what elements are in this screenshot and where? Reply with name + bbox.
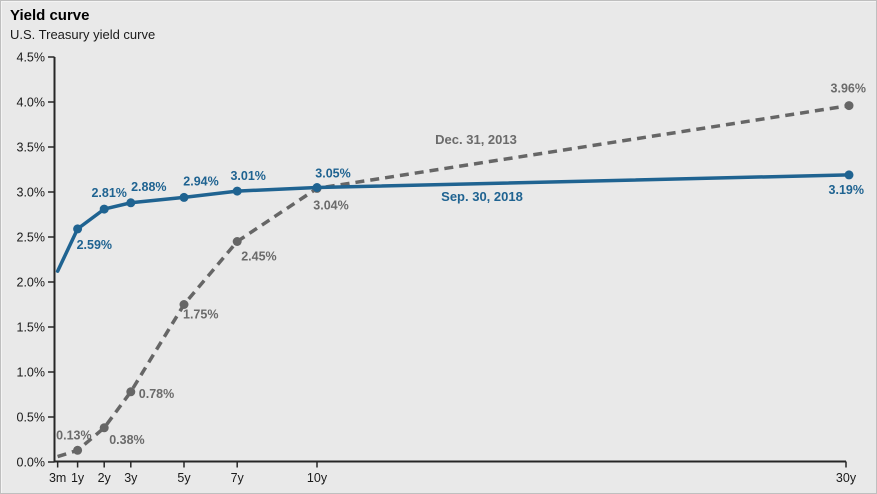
chart-subtitle: U.S. Treasury yield curve xyxy=(10,27,156,42)
y-axis-tick-label: 1.5% xyxy=(17,321,46,335)
y-axis-tick-label: 1.0% xyxy=(17,366,46,380)
data-label: 2.45% xyxy=(241,250,276,264)
y-axis-tick-label: 2.0% xyxy=(17,276,46,290)
data-point xyxy=(844,170,854,180)
y-axis-tick-label: 0.5% xyxy=(17,411,46,425)
y-axis-tick-label: 4.5% xyxy=(17,51,46,65)
data-point xyxy=(179,300,189,309)
data-point xyxy=(99,423,109,433)
data-label: 1.75% xyxy=(183,308,218,322)
x-axis-tick-label: 10y xyxy=(307,471,328,485)
data-label: 3.04% xyxy=(313,198,348,212)
data-label: 3.96% xyxy=(831,82,866,96)
data-label: 2.94% xyxy=(183,174,218,188)
y-axis-tick-label: 3.0% xyxy=(17,186,46,200)
data-point xyxy=(179,192,189,202)
data-label: 0.38% xyxy=(109,433,144,447)
x-axis-tick-label: 7y xyxy=(231,471,245,485)
data-label: 2.88% xyxy=(131,180,166,194)
data-point xyxy=(73,445,83,455)
series-annotation: Sep. 30, 2018 xyxy=(441,189,523,204)
data-point xyxy=(126,387,136,397)
data-label: 3.19% xyxy=(829,183,864,197)
data-label: 3.01% xyxy=(230,169,265,183)
data-point xyxy=(126,198,136,208)
x-axis-tick-label: 1y xyxy=(71,471,85,485)
series-line-dec-31-2013 xyxy=(57,103,850,459)
x-axis-tick-label: 3y xyxy=(124,471,138,485)
y-axis-tick-label: 2.5% xyxy=(17,231,46,245)
data-label: 0.78% xyxy=(139,387,174,401)
data-point xyxy=(99,204,109,214)
data-label: 0.13% xyxy=(56,428,91,442)
data-point xyxy=(73,224,83,234)
y-axis-tick-label: 3.5% xyxy=(17,141,46,155)
series-line-sep-30-2018 xyxy=(55,173,851,273)
chart-title: Yield curve xyxy=(10,7,90,24)
data-point xyxy=(232,186,242,196)
y-axis-tick-label: 0.0% xyxy=(17,456,46,470)
x-axis-tick-label: 30y xyxy=(836,471,857,485)
series-annotation: Dec. 31, 2013 xyxy=(435,132,517,147)
x-axis-tick-label: 3m xyxy=(49,471,66,485)
data-point xyxy=(312,183,322,192)
data-label: 2.59% xyxy=(77,238,112,252)
data-point xyxy=(844,101,854,111)
data-point xyxy=(232,237,242,246)
x-axis-tick-label: 2y xyxy=(98,471,112,485)
x-axis-tick-label: 5y xyxy=(177,471,191,485)
data-label: 2.81% xyxy=(91,186,126,200)
y-axis-tick-label: 4.0% xyxy=(17,96,46,110)
data-label: 3.05% xyxy=(315,167,350,181)
